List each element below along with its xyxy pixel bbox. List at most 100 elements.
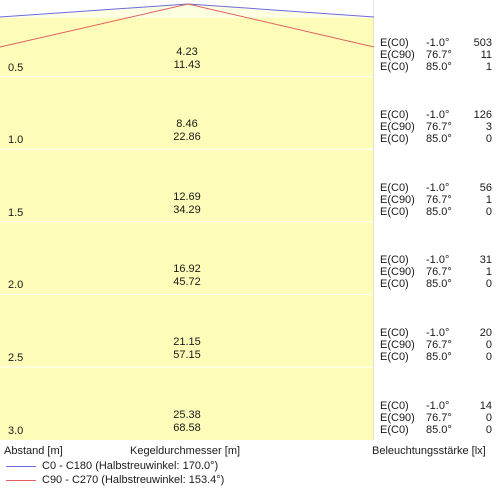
illuminance-angle: -1.0° xyxy=(426,36,450,49)
distance-value: 3.0 xyxy=(8,424,24,437)
illuminance-name: E(C90) xyxy=(380,121,415,134)
illuminance-name: E(C0) xyxy=(380,36,409,49)
illuminance-value: 56 xyxy=(479,181,492,194)
illuminance-value: 0 xyxy=(485,423,492,436)
illuminance-angle: 76.7° xyxy=(426,411,452,424)
legend-swatch-c0 xyxy=(6,466,36,467)
cone-value-secondary: 22.86 xyxy=(173,131,201,144)
cone-graphic xyxy=(0,0,374,440)
illuminance-value: 0 xyxy=(485,133,492,146)
illuminance-value: 11 xyxy=(480,48,492,61)
illuminance-values: E(C0) -1.0° 31 E(C90) 76.7° 1 E(C0) 85.0° 0 xyxy=(380,254,492,290)
illuminance-value: 0 xyxy=(485,411,492,424)
illuminance-value: 20 xyxy=(479,327,492,339)
illuminance-angle: -1.0° xyxy=(426,399,450,412)
illuminance-value: 3 xyxy=(485,121,492,134)
illuminance-entry: E(C0) 85.0° 0 xyxy=(380,351,492,363)
illuminance-entry: E(C90) 76.7° 3 xyxy=(380,121,492,133)
illuminance-angle: 76.7° xyxy=(426,48,452,61)
illuminance-value: 126 xyxy=(473,109,492,122)
illuminance-angle: 85.0° xyxy=(426,278,452,291)
distance-value: 1.0 xyxy=(8,134,24,147)
cone-value-secondary: 45.72 xyxy=(173,276,201,289)
series-c90-line xyxy=(0,3,374,48)
legend-label-c0: C0 - C180 (Halbstreuwinkel: 170.0°) xyxy=(42,460,219,472)
illuminance-value: 503 xyxy=(473,36,492,49)
illuminance-name: E(C0) xyxy=(380,399,409,412)
illuminance-name: E(C90) xyxy=(380,339,415,351)
illuminance-entry: E(C0) 85.0° 0 xyxy=(380,133,492,145)
illuminance-angle: -1.0° xyxy=(426,181,450,194)
cone-value-primary: 4.23 xyxy=(176,45,198,58)
illuminance-name: E(C0) xyxy=(380,278,409,291)
illuminance-name: E(C0) xyxy=(380,254,409,267)
cone-value-primary: 8.46 xyxy=(176,118,198,131)
illuminance-angle: 85.0° xyxy=(426,133,452,146)
illuminance-angle: 85.0° xyxy=(426,205,452,218)
diameter-axis-label: Kegeldurchmesser [m] xyxy=(130,445,241,457)
illuminance-values: E(C0) -1.0° 56 E(C90) 76.7° 1 E(C0) 85.0° 0 xyxy=(380,182,492,218)
illuminance-name: E(C90) xyxy=(380,266,415,279)
illuminance-entry: E(C0) 85.0° 1 xyxy=(380,61,492,73)
legend-label-c90: C90 - C270 (Halbstreuwinkel: 153.4°) xyxy=(42,474,225,486)
illuminance-angle: -1.0° xyxy=(426,327,450,339)
cone-value-primary: 21.15 xyxy=(173,336,201,348)
illuminance-entry: E(C90) 76.7° 11 xyxy=(380,49,492,61)
illuminance-entry: E(C90) 76.7° 1 xyxy=(380,194,492,206)
illuminance-value: 0 xyxy=(485,278,492,291)
illuminance-value: 0 xyxy=(485,205,492,218)
illuminance-angle: 76.7° xyxy=(426,266,452,279)
cone-value-secondary: 68.58 xyxy=(173,421,201,434)
cone-value-primary: 25.38 xyxy=(173,408,201,421)
legend-swatch-c90 xyxy=(6,480,36,481)
distance-row-lines xyxy=(0,76,374,368)
illuminance-name: E(C0) xyxy=(380,423,409,436)
illuminance-value: 1 xyxy=(485,193,492,206)
distance-value: 0.5 xyxy=(8,61,24,74)
illuminance-entry: E(C90) 76.7° 0 xyxy=(380,339,492,351)
illuminance-axis-label: Beleuchtungsstärke [lx] xyxy=(372,445,486,457)
illuminance-values: E(C0) -1.0° 126 E(C90) 76.7° 3 E(C0) 85.0° 0 xyxy=(380,109,492,145)
distance-value: 1.5 xyxy=(8,206,24,219)
illuminance-values: E(C0) -1.0° 503 E(C90) 76.7° 11 E(C0) 85.0° 1 xyxy=(380,37,492,73)
distance-axis-label: Abstand [m] xyxy=(4,445,63,457)
cone-value-secondary: 34.29 xyxy=(173,203,201,216)
illuminance-angle: 76.7° xyxy=(426,193,452,206)
illuminance-entry: E(C0) -1.0° 31 xyxy=(380,254,492,266)
illuminance-name: E(C90) xyxy=(380,411,415,424)
cone-value-secondary: 57.15 xyxy=(173,349,201,361)
illuminance-entry: E(C0) 85.0° 0 xyxy=(380,424,492,436)
cone-top-area xyxy=(0,4,374,18)
illuminance-values: E(C0) -1.0° 14 E(C90) 76.7° 0 E(C0) 85.0° 0 xyxy=(380,400,492,436)
illuminance-angle: 85.0° xyxy=(426,60,452,73)
illuminance-values: E(C0) -1.0° 20 E(C90) 76.7° 0 E(C0) 85.0° 0 xyxy=(380,327,492,363)
illuminance-value: 14 xyxy=(479,399,492,412)
illuminance-value: 0 xyxy=(485,339,492,351)
cone-area xyxy=(0,18,374,440)
illuminance-angle: 76.7° xyxy=(426,339,452,351)
illuminance-name: E(C0) xyxy=(380,205,409,218)
illuminance-name: E(C90) xyxy=(380,193,415,206)
illuminance-value: 31 xyxy=(479,254,492,267)
illuminance-value: 1 xyxy=(485,266,492,279)
illuminance-name: E(C0) xyxy=(380,181,409,194)
illuminance-entry: E(C0) 85.0° 0 xyxy=(380,206,492,218)
illuminance-entry: E(C0) -1.0° 20 xyxy=(380,327,492,339)
illuminance-name: E(C0) xyxy=(380,60,409,73)
illuminance-entry: E(C90) 76.7° 0 xyxy=(380,412,492,424)
illuminance-angle: -1.0° xyxy=(426,109,450,122)
cone-value-primary: 12.69 xyxy=(173,190,201,203)
cone-value-primary: 16.92 xyxy=(173,263,201,276)
illuminance-name: E(C0) xyxy=(380,351,409,363)
illuminance-value: 0 xyxy=(485,351,492,363)
distance-value: 2.5 xyxy=(8,352,24,364)
illuminance-angle: 85.0° xyxy=(426,351,452,363)
illuminance-entry: E(C0) 85.0° 0 xyxy=(380,278,492,290)
illuminance-value: 1 xyxy=(485,60,492,73)
illuminance-entry: E(C0) -1.0° 56 xyxy=(380,182,492,194)
illuminance-name: E(C0) xyxy=(380,133,409,146)
illuminance-entry: E(C0) -1.0° 126 xyxy=(380,109,492,121)
illuminance-name: E(C0) xyxy=(380,327,409,339)
illuminance-angle: -1.0° xyxy=(426,254,450,267)
